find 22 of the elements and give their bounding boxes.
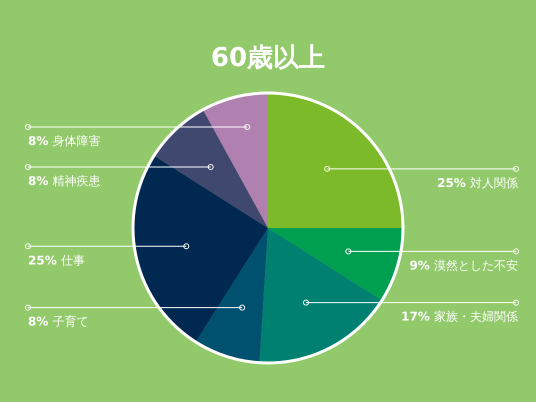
- slice-label: 身体障害: [52, 134, 101, 148]
- pie-slice: [268, 228, 403, 300]
- slice-label: 漠然とした不安: [434, 258, 518, 272]
- data-label: 17%: [401, 310, 434, 324]
- chart-title: 60歳以上: [210, 43, 326, 73]
- pie-slice: [133, 156, 268, 342]
- data-label: 8%: [28, 134, 53, 148]
- slice-label: 子育て: [52, 314, 89, 329]
- pie-slice: [196, 228, 268, 363]
- slice-label: 対人関係: [470, 176, 518, 190]
- data-label: 25%: [437, 176, 470, 190]
- pie-slice: [268, 93, 403, 228]
- pie-slice: [154, 110, 268, 228]
- data-label: 9%: [409, 258, 434, 272]
- pie-slice: [202, 93, 268, 228]
- slice-label: 精神疾患: [52, 174, 101, 188]
- slice-label: 家族・夫婦関係: [434, 310, 518, 324]
- pie-slice: [260, 228, 382, 363]
- slice-label: 仕事: [60, 253, 85, 268]
- data-label: 8%: [28, 314, 53, 329]
- data-label: 8%: [28, 174, 53, 188]
- data-label: 25%: [28, 253, 61, 268]
